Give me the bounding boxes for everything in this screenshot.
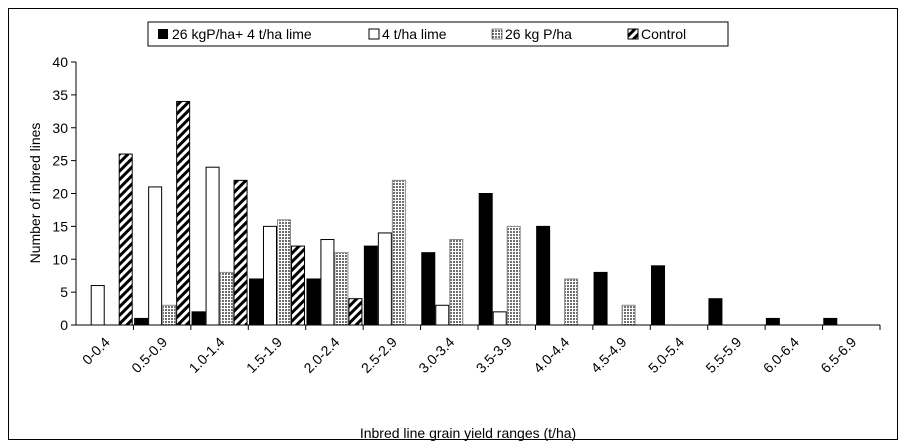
legend-swatch-dotted	[491, 28, 503, 40]
bar-white-1.5-1.9	[263, 225, 277, 326]
bar-dotted-gray-3.5-3.9	[506, 225, 521, 326]
legend-item-series-3: 26 kg P/ha	[491, 26, 572, 42]
legend-item-series-1: 26 kgP/ha+ 4 t/ha lime	[158, 26, 312, 42]
bar-solid-black-3.0-3.4	[421, 252, 436, 326]
x-tick-label: 3.5-3.9	[473, 334, 515, 376]
legend-item-series-2: 4 t/ha lime	[368, 26, 447, 42]
x-tick-label: 0-0.4	[79, 334, 113, 368]
y-tick-label: 40	[52, 54, 68, 70]
y-tick-label: 25	[52, 153, 68, 169]
y-tick-label: 15	[52, 218, 68, 234]
y-tick-label: 0	[60, 317, 68, 333]
bar-white-3.0-3.4	[435, 304, 450, 326]
bar-solid-black-5.5-5.9	[708, 298, 723, 326]
bar-dotted-gray-4.0-4.4	[564, 278, 579, 326]
x-axis-title: Inbred line grain yield ranges (t/ha)	[360, 425, 576, 441]
bar-dotted-gray-1.5-1.9	[277, 219, 291, 326]
x-tick-label: 3.0-3.4	[415, 334, 457, 376]
bars	[90, 100, 838, 326]
x-tick-label: 6.0-6.4	[760, 334, 802, 376]
bar-dotted-gray-4.5-4.9	[621, 304, 636, 326]
y-axis-title: Number of inbred lines	[27, 123, 43, 264]
y-tick-label: 35	[52, 87, 68, 103]
bar-solid-black-1.5-1.9	[249, 278, 263, 326]
legend-label: Control	[641, 26, 686, 42]
bar-dotted-gray-2.0-2.4	[334, 252, 349, 326]
bar-solid-black-4.0-4.4	[536, 225, 551, 326]
bar-diagonal-stripe-0-0.4	[118, 153, 133, 326]
x-tick-label: 2.5-2.9	[358, 334, 400, 376]
bar-solid-black-6.0-6.4	[765, 317, 780, 326]
bar-solid-black-6.5-6.9	[823, 317, 838, 326]
bar-white-2.5-2.9	[377, 232, 392, 326]
x-tick-label: 5.5-5.9	[702, 334, 744, 376]
y-tick-label: 10	[52, 251, 68, 267]
y-tick-label: 20	[52, 186, 68, 202]
bar-dotted-gray-3.0-3.4	[449, 239, 464, 326]
x-tick-label: 4.0-4.4	[530, 334, 572, 376]
x-axis-ticks: 0-0.4 0.5-0.9 1.0-1.4 1.5-1.9 2.0-2.4 2.5-2.9…	[79, 325, 881, 376]
legend: 26 kgP/ha+ 4 t/ha lime 4 t/ha lime 26 kg…	[147, 21, 729, 47]
bar-dotted-gray-2.5-2.9	[391, 179, 406, 326]
bar-solid-black-3.5-3.9	[478, 193, 493, 326]
x-tick-label: 2.0-2.4	[300, 334, 342, 376]
y-tick-label: 5	[60, 284, 68, 300]
legend-label: 26 kg P/ha	[505, 26, 572, 42]
bar-solid-black-5.0-5.4	[651, 265, 665, 326]
legend-label: 4 t/ha lime	[382, 26, 447, 42]
bar-white-2.0-2.4	[320, 239, 335, 326]
bar-diagonal-stripe-0.5-0.9	[176, 100, 191, 326]
x-tick-label: 1.0-1.4	[186, 334, 228, 376]
y-tick-label: 30	[52, 120, 68, 136]
bar-solid-black-0.5-0.9	[134, 317, 149, 326]
bar-dotted-gray-1.0-1.4	[219, 271, 234, 326]
bar-diagonal-stripe-2.0-2.4	[348, 298, 363, 326]
bar-solid-black-4.5-4.9	[593, 271, 608, 326]
bar-solid-black-2.0-2.4	[306, 278, 321, 326]
legend-swatch-solid	[158, 29, 168, 39]
x-tick-label: 6.5-6.9	[817, 334, 859, 376]
bar-solid-black-2.5-2.9	[363, 245, 378, 326]
bar-solid-black-1.0-1.4	[191, 311, 206, 326]
bar-white-0-0.4	[90, 285, 105, 326]
chart-frame	[8, 8, 898, 440]
bar-diagonal-stripe-1.5-1.9	[291, 245, 305, 326]
x-tick-label: 5.0-5.4	[645, 334, 687, 376]
x-tick-label: 4.5-4.9	[588, 334, 630, 376]
y-axis-ticks: 0 5 10 15 20 25 30 35 40	[52, 54, 76, 333]
legend-swatch-striped	[627, 28, 639, 40]
x-tick-label: 1.5-1.9	[243, 334, 285, 376]
legend-swatch-white	[368, 28, 380, 40]
legend-label: 26 kgP/ha+ 4 t/ha lime	[172, 26, 312, 42]
bar-white-1.0-1.4	[205, 166, 220, 326]
bar-white-3.5-3.9	[492, 311, 507, 326]
bar-dotted-gray-0.5-0.9	[162, 304, 177, 326]
legend-item-series-4: Control	[627, 26, 686, 42]
x-tick-label: 0.5-0.9	[128, 334, 170, 376]
bar-white-0.5-0.9	[148, 186, 163, 326]
bar-diagonal-stripe-1.0-1.4	[233, 179, 248, 326]
